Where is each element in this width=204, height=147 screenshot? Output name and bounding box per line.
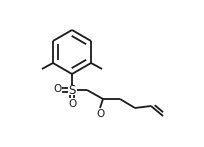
Text: O: O <box>96 109 104 119</box>
Text: O: O <box>53 84 61 94</box>
Text: S: S <box>68 83 76 96</box>
Text: O: O <box>68 99 76 109</box>
